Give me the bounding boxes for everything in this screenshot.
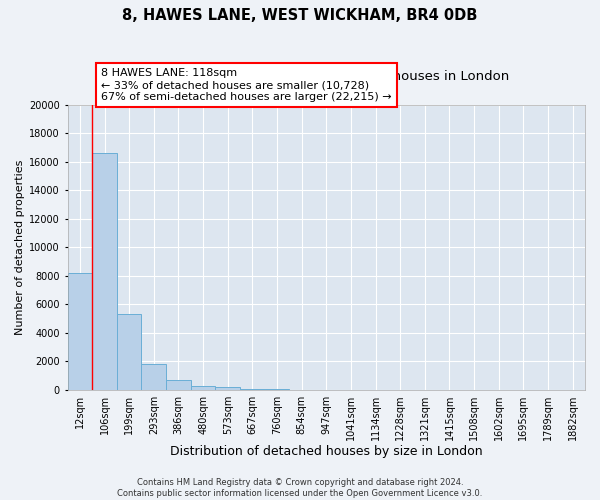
Bar [68,273,92,390]
Bar [92,153,117,390]
Bar [142,364,166,390]
Y-axis label: Number of detached properties: Number of detached properties [15,160,25,335]
Bar [215,387,240,390]
Text: 8 HAWES LANE: 118sqm
← 33% of detached houses are smaller (10,728)
67% of semi-d: 8 HAWES LANE: 118sqm ← 33% of detached h… [101,68,392,102]
Bar [240,388,265,390]
Text: Contains HM Land Registry data © Crown copyright and database right 2024.
Contai: Contains HM Land Registry data © Crown c… [118,478,482,498]
Title: Size of property relative to detached houses in London: Size of property relative to detached ho… [143,70,509,82]
Bar [166,380,191,390]
X-axis label: Distribution of detached houses by size in London: Distribution of detached houses by size … [170,444,482,458]
Text: 8, HAWES LANE, WEST WICKHAM, BR4 0DB: 8, HAWES LANE, WEST WICKHAM, BR4 0DB [122,8,478,22]
Bar [191,386,215,390]
Bar [265,388,289,390]
Bar [117,314,142,390]
